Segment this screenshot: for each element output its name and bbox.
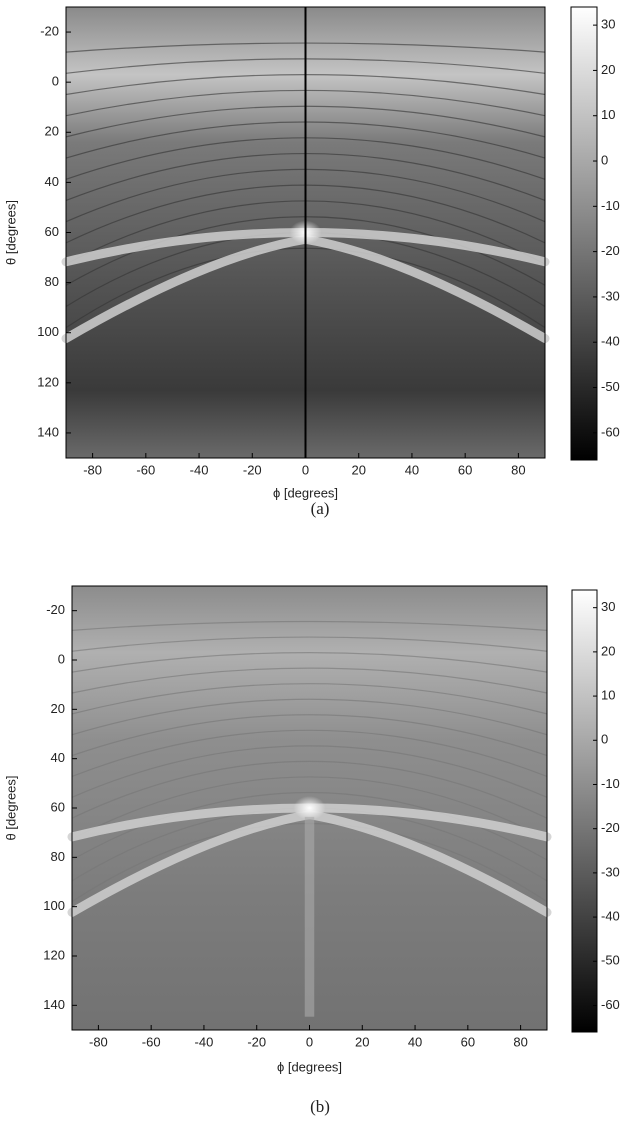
- x-tick-label: 80: [511, 462, 525, 477]
- colorbar: [570, 6, 598, 461]
- y-tick-label: 60: [45, 224, 59, 239]
- y-tick-label: 40: [45, 174, 59, 189]
- x-tick-label: 0: [302, 462, 309, 477]
- fringe: [71, 760, 548, 819]
- x-tick-label: 0: [306, 1034, 313, 1049]
- axis-lobe: [304, 816, 315, 1017]
- y-tick-label: 100: [37, 324, 59, 339]
- y-tick-label: 120: [37, 374, 59, 389]
- colorbar-tick-label: -40: [601, 334, 620, 349]
- x-tick-label: -20: [247, 1034, 266, 1049]
- y-tick-label: -20: [46, 602, 65, 617]
- x-tick-label: -80: [89, 1034, 108, 1049]
- y-tick-label: 0: [58, 651, 65, 666]
- fringe: [71, 652, 548, 673]
- y-tick-label: 100: [43, 898, 65, 913]
- caption: (b): [310, 1097, 330, 1116]
- fringe: [71, 683, 548, 715]
- x-tick-label: -20: [243, 462, 262, 477]
- x-tick-label: -60: [136, 462, 155, 477]
- x-tick-label: -40: [195, 1034, 214, 1049]
- x-tick-label: 40: [405, 462, 419, 477]
- x-tick-label: 60: [458, 462, 472, 477]
- main-beam: [293, 796, 326, 820]
- y-tick-label: 140: [37, 424, 59, 439]
- colorbar-tick-label: -50: [601, 379, 620, 394]
- x-tick-label: 20: [355, 1034, 369, 1049]
- colorbar-tick-label: -50: [601, 953, 620, 968]
- x-tick-label: -60: [142, 1034, 161, 1049]
- x-axis-label: ϕ [degrees]: [273, 485, 338, 500]
- colorbar-tick-label: 10: [601, 107, 615, 122]
- colorbar: [571, 589, 598, 1033]
- colorbar-tick-label: -40: [601, 909, 620, 924]
- x-tick-label: 80: [513, 1034, 527, 1049]
- y-tick-label: 120: [43, 947, 65, 962]
- x-tick-label: 60: [461, 1034, 475, 1049]
- fringe: [71, 791, 548, 861]
- colorbar-tick-label: 20: [601, 643, 615, 658]
- y-tick-label: -20: [40, 23, 59, 38]
- colorbar-tick-label: -20: [601, 820, 620, 835]
- fringe: [71, 620, 548, 631]
- fringe: [71, 776, 548, 840]
- colorbar-tick-label: -60: [601, 997, 620, 1012]
- y-tick-label: 60: [51, 799, 65, 814]
- x-tick-label: 40: [408, 1034, 422, 1049]
- colorbar-tick-label: 10: [601, 688, 615, 703]
- y-tick-label: 0: [52, 74, 59, 89]
- fringe: [71, 714, 548, 757]
- fringe: [71, 729, 548, 778]
- x-tick-label: -80: [83, 462, 102, 477]
- x-tick-label: 20: [351, 462, 365, 477]
- colorbar-tick-label: -30: [601, 864, 620, 879]
- x-axis-label: ϕ [degrees]: [277, 1059, 342, 1074]
- colorbar-tick-label: 0: [601, 732, 608, 747]
- y-axis-label: θ [degrees]: [3, 200, 18, 265]
- colorbar-tick-label: -30: [601, 288, 620, 303]
- y-tick-label: 80: [45, 274, 59, 289]
- colorbar-tick-label: -10: [601, 776, 620, 791]
- x-tick-label: -40: [190, 462, 209, 477]
- colorbar-tick-label: -20: [601, 243, 620, 258]
- y-tick-label: 140: [43, 997, 65, 1012]
- caption: (a): [311, 499, 330, 518]
- y-tick-label: 20: [51, 701, 65, 716]
- colorbar-tick-label: 30: [601, 17, 615, 32]
- y-tick-label: 80: [51, 849, 65, 864]
- colorbar-tick-label: 20: [601, 62, 615, 77]
- colorbar-tick-label: -10: [601, 198, 620, 213]
- y-tick-label: 20: [45, 124, 59, 139]
- fringe: [71, 745, 548, 798]
- colorbar-tick-label: -60: [601, 424, 620, 439]
- fringe: [71, 698, 548, 736]
- colorbar-tick-label: 30: [601, 599, 615, 614]
- y-axis-label: θ [degrees]: [3, 775, 18, 840]
- fringe: [71, 636, 548, 652]
- fringe: [71, 667, 548, 694]
- colorbar-tick-label: 0: [601, 152, 608, 167]
- y-tick-label: 40: [51, 750, 65, 765]
